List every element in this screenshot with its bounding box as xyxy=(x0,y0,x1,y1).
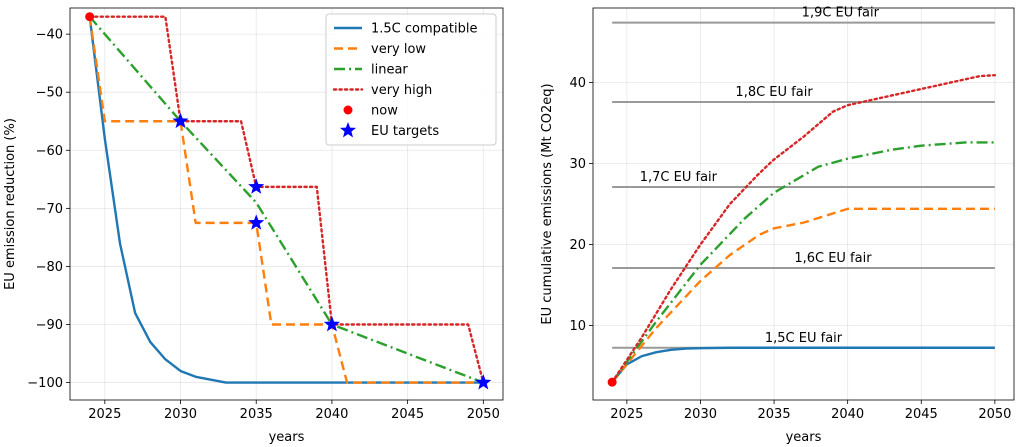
legend-label: 1.5C compatible xyxy=(371,22,477,37)
x-tick-label: 2035 xyxy=(240,407,273,422)
chart-panel-2: 1,5C EU fair 1,6C EU fair 1,7C EU fair 1,8C… xyxy=(540,6,1015,445)
reference-line-label: 1,5C EU fair xyxy=(765,331,843,346)
reference-line-label: 1,8C EU fair xyxy=(735,85,813,100)
legend-label: linear xyxy=(371,63,408,78)
x-tick-label: 2040 xyxy=(831,407,864,422)
y-tick-label: −50 xyxy=(36,86,63,101)
x-tick-label: 2035 xyxy=(758,407,791,422)
y-axis-label: EU emission reduction (%) xyxy=(3,118,18,290)
y-tick-label: −70 xyxy=(36,202,63,217)
x-tick-label: 2050 xyxy=(467,407,500,422)
x-tick-label: 2040 xyxy=(315,407,348,422)
eu-target-marker xyxy=(248,214,265,230)
grid xyxy=(593,8,1014,400)
y-tick-label: 10 xyxy=(569,319,586,334)
legend-swatch xyxy=(343,105,353,115)
legend-label: now xyxy=(371,104,398,119)
x-tick-label: 2050 xyxy=(978,407,1011,422)
x-tick-label: 2025 xyxy=(610,407,643,422)
y-tick-label: 40 xyxy=(569,76,586,91)
x-tick-label: 2030 xyxy=(164,407,197,422)
plot-frame xyxy=(592,7,1015,401)
x-axis-label: years xyxy=(269,430,305,445)
chart-panel-1: 2025 2030 2035 2040 2045 2050 −100 −90 −80 −70 −60… xyxy=(3,7,504,445)
reference-line-label: 1,9C EU fair xyxy=(802,6,880,21)
x-tick-label: 2045 xyxy=(905,407,938,422)
legend: 1.5C compatible very low linear very high no… xyxy=(325,13,497,146)
x-tick-label: 2025 xyxy=(88,407,121,422)
y-axis-label: EU cumulative emissions (Mt CO2eq) xyxy=(540,83,555,324)
eu-target-marker xyxy=(475,374,492,390)
series-line-4 xyxy=(610,74,997,384)
y-tick-label: 30 xyxy=(569,157,586,172)
eu-target-marker xyxy=(172,112,189,129)
legend-label: very high xyxy=(371,83,432,98)
series-line-3 xyxy=(88,15,484,384)
series-line-1 xyxy=(88,16,484,384)
y-tick-label: −80 xyxy=(36,260,63,275)
x-axis-label: years xyxy=(786,430,822,445)
legend-label: very low xyxy=(371,42,426,57)
y-tick-label: −100 xyxy=(27,376,63,391)
x-tick-label: 2045 xyxy=(391,407,424,422)
legend-label: EU targets xyxy=(371,124,439,139)
eu-target-marker xyxy=(248,178,265,194)
now-marker xyxy=(607,377,617,387)
series-line-1 xyxy=(611,346,995,383)
series-line-3 xyxy=(611,141,995,383)
eu-target-marker xyxy=(323,316,340,332)
plot-frame xyxy=(69,7,504,401)
reference-line-label: 1,6C EU fair xyxy=(794,251,872,266)
legend-box xyxy=(325,13,497,146)
y-tick-label: −60 xyxy=(36,144,63,159)
series-line-2 xyxy=(611,207,995,383)
reference-line-label: 1,7C EU fair xyxy=(640,170,718,185)
y-tick-label: −90 xyxy=(36,318,63,333)
legend-swatch xyxy=(339,122,357,138)
now-marker xyxy=(85,12,95,22)
x-tick-label: 2030 xyxy=(684,407,717,422)
y-tick-label: 20 xyxy=(569,238,586,253)
y-tick-label: −40 xyxy=(36,28,63,43)
